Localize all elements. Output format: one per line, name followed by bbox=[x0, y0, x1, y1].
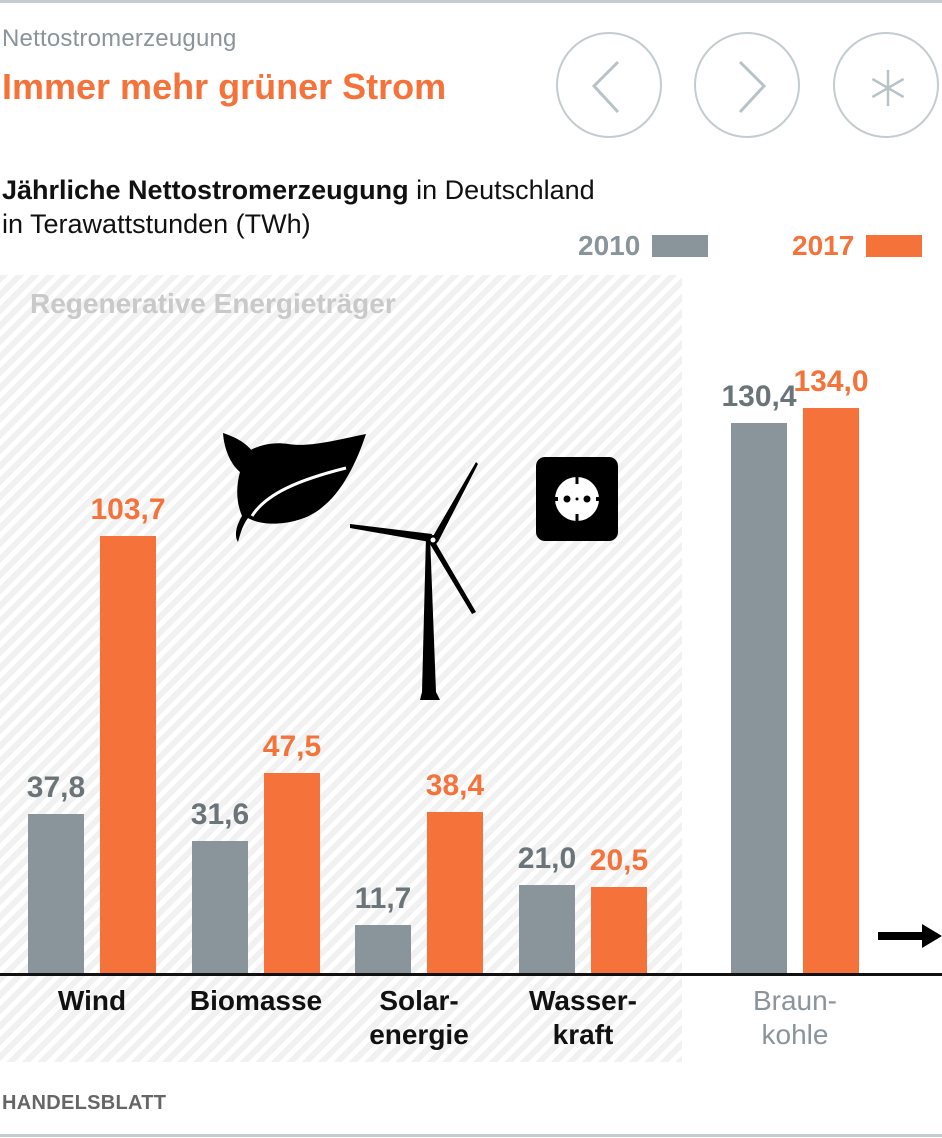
legend-2017: 2017 bbox=[792, 230, 923, 262]
chevron-left-icon bbox=[591, 60, 620, 114]
legend-2010: 2010 bbox=[578, 230, 709, 262]
bottom-divider bbox=[0, 1134, 942, 1137]
bar-2017 bbox=[591, 887, 647, 974]
wind-turbine-icon bbox=[350, 462, 478, 700]
value-label-2010: 130,4 bbox=[721, 380, 797, 414]
value-label-2017: 103,7 bbox=[90, 492, 166, 526]
value-label-2017: 20,5 bbox=[589, 844, 649, 878]
bar-2017 bbox=[100, 535, 156, 974]
leaf-icon bbox=[223, 433, 366, 542]
bar-2017 bbox=[427, 811, 483, 974]
bar-2017 bbox=[264, 773, 320, 974]
source-label: HANDELSBLATT bbox=[2, 1092, 167, 1114]
previous-button[interactable] bbox=[556, 32, 662, 138]
legend-swatch-2017 bbox=[866, 235, 923, 257]
chart-subtitle: Jährliche Nettostromerzeugung in Deutsch… bbox=[2, 173, 595, 241]
info-button[interactable] bbox=[833, 32, 939, 138]
bar-2010 bbox=[28, 814, 84, 974]
category-label: Wasser- kraft bbox=[529, 985, 637, 1050]
renewables-group-label: Regenerative Energieträger bbox=[30, 288, 396, 319]
page-title: Immer mehr grüner Strom bbox=[2, 66, 447, 107]
next-button[interactable] bbox=[694, 32, 800, 138]
top-divider bbox=[0, 0, 942, 3]
x-axis-baseline bbox=[0, 973, 942, 976]
value-label-2010: 11,7 bbox=[354, 881, 412, 915]
subtitle-unit: in Terawattstunden (TWh) bbox=[2, 209, 311, 239]
asterisk-icon bbox=[871, 70, 905, 106]
category-label: Braun- kohle bbox=[752, 985, 838, 1050]
value-label-2010: 21,0 bbox=[517, 842, 577, 876]
chevron-right-icon bbox=[738, 60, 767, 114]
bar-2010 bbox=[192, 840, 248, 974]
value-label-2017: 38,4 bbox=[425, 768, 485, 802]
category-label: Wind bbox=[57, 985, 127, 1016]
power-socket-icon bbox=[536, 457, 618, 541]
value-label-2010: 31,6 bbox=[190, 797, 250, 831]
legend-label-2017: 2017 bbox=[792, 230, 855, 261]
legend-label-2010: 2010 bbox=[578, 230, 641, 261]
value-label-2017: 47,5 bbox=[262, 730, 322, 764]
category-label: Solar- energie bbox=[369, 985, 469, 1050]
legend-swatch-2010 bbox=[652, 235, 709, 257]
value-label-2010: 37,8 bbox=[26, 771, 86, 805]
bar-2010 bbox=[731, 423, 787, 974]
arrow-right-icon bbox=[878, 924, 942, 948]
bar-2010 bbox=[519, 885, 575, 974]
bar-2017 bbox=[803, 408, 859, 974]
subtitle-bold: Jährliche Nettostromerzeugung bbox=[2, 175, 409, 205]
kicker: Nettostromerzeugung bbox=[2, 25, 237, 52]
bar-2010 bbox=[355, 924, 411, 974]
subtitle-rest: in Deutschland bbox=[408, 175, 595, 205]
category-label: Biomasse bbox=[189, 985, 323, 1016]
value-label-2017: 134,0 bbox=[793, 365, 869, 398]
